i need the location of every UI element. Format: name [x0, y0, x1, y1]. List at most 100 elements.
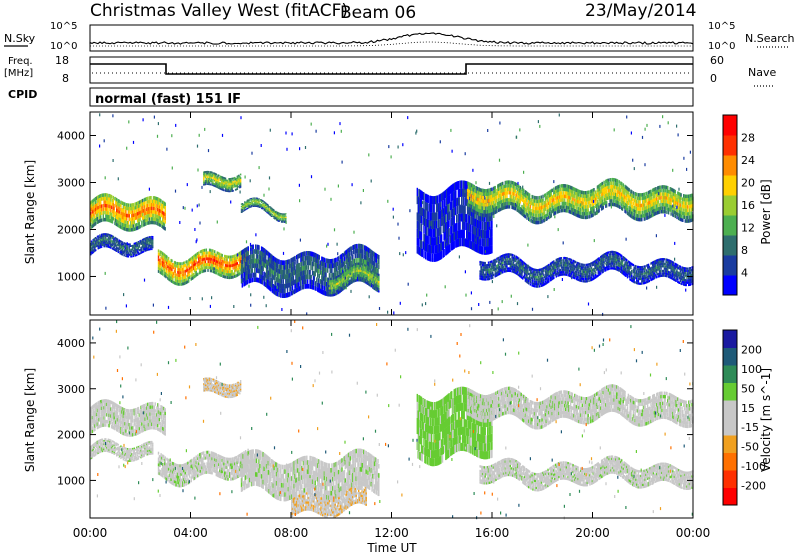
power-cell [94, 248, 96, 250]
power-cell [347, 266, 350, 272]
power-cell [369, 277, 372, 283]
power-cell [376, 268, 378, 273]
power-cell [227, 267, 229, 271]
power-cell [312, 271, 315, 276]
power-cell [152, 236, 154, 238]
power-cell [155, 217, 157, 222]
power-cell [449, 219, 451, 228]
power-cell [201, 252, 203, 256]
power-cell [183, 279, 186, 282]
power-cell [279, 269, 281, 274]
power-cell [108, 233, 110, 236]
power-cell [253, 258, 255, 264]
power-cell [201, 270, 203, 274]
power-cell [346, 249, 348, 255]
power-cell [229, 261, 231, 265]
power-cell [177, 282, 180, 286]
power-cell [128, 247, 130, 249]
power-cell [220, 253, 223, 257]
power-cell [126, 250, 128, 252]
power-cell [203, 257, 206, 261]
power-cell [296, 269, 298, 274]
power-cell [230, 186, 233, 189]
power-cell [145, 240, 147, 243]
power-cell [90, 249, 93, 252]
power-cell [278, 216, 280, 218]
power-cell [333, 277, 336, 280]
power-cell [224, 189, 227, 192]
power-cell [128, 248, 130, 251]
power-cell [229, 185, 232, 187]
power-cell [233, 260, 235, 264]
power-cell [211, 175, 213, 177]
power-cell [175, 276, 177, 280]
power-cell [122, 252, 125, 255]
power-cell [125, 255, 127, 257]
power-cell [264, 277, 266, 282]
power-cell [208, 254, 211, 258]
power-cell [193, 266, 196, 270]
power-cell [497, 198, 500, 202]
power-cell [291, 281, 294, 286]
power-cell [335, 276, 337, 282]
power-cell [116, 208, 118, 212]
power-cell [215, 259, 218, 263]
power-cell [230, 276, 233, 279]
power-cell [325, 272, 327, 278]
power-cell [368, 276, 370, 281]
power-cell [152, 246, 154, 249]
power-cell [341, 279, 343, 282]
power-cell [108, 240, 110, 243]
power-cell [192, 267, 194, 271]
power-cell [350, 251, 352, 256]
power-cell [110, 234, 112, 237]
power-cell [513, 192, 516, 196]
power-cell [330, 282, 332, 285]
power-cell [113, 214, 115, 218]
power-cell [300, 257, 302, 262]
power-cell [341, 272, 343, 275]
power-cell [272, 265, 275, 270]
power-cell [239, 177, 241, 180]
power-cell [337, 284, 339, 288]
power-cell [367, 256, 369, 262]
power-cell [377, 287, 379, 293]
power-cell [335, 292, 337, 296]
power-cell [127, 243, 130, 246]
power-cell [356, 276, 358, 282]
power-cell [335, 257, 337, 263]
power-cell [300, 262, 302, 267]
power-cell [323, 281, 326, 286]
power-cell [239, 257, 241, 261]
power-cell [137, 241, 140, 243]
power-cell [270, 207, 273, 209]
power-cell [371, 259, 373, 265]
power-cell [280, 264, 282, 270]
power-cell [203, 248, 206, 252]
power-cell [212, 270, 214, 273]
power-cell [129, 248, 131, 251]
power-cell [228, 255, 230, 259]
power-cell [297, 286, 300, 292]
power-cell [266, 274, 269, 280]
power-cell [131, 228, 133, 232]
power-cell [301, 270, 304, 276]
power-cell [161, 210, 163, 214]
power-cell [167, 262, 169, 265]
power-cell [336, 261, 338, 267]
power-cell [247, 204, 249, 206]
power-cell [275, 216, 278, 218]
power-cell [321, 261, 323, 266]
power-cell [268, 207, 270, 209]
power-cell [240, 264, 243, 270]
power-cell [92, 239, 94, 241]
power-cell [110, 195, 113, 199]
power-cell [338, 279, 341, 282]
power-cell [278, 217, 280, 219]
power-cell [90, 204, 93, 208]
power-cell [330, 280, 332, 283]
power-cell [227, 273, 229, 277]
power-cell [305, 269, 307, 275]
power-cell [209, 254, 212, 258]
power-cell [360, 253, 362, 259]
